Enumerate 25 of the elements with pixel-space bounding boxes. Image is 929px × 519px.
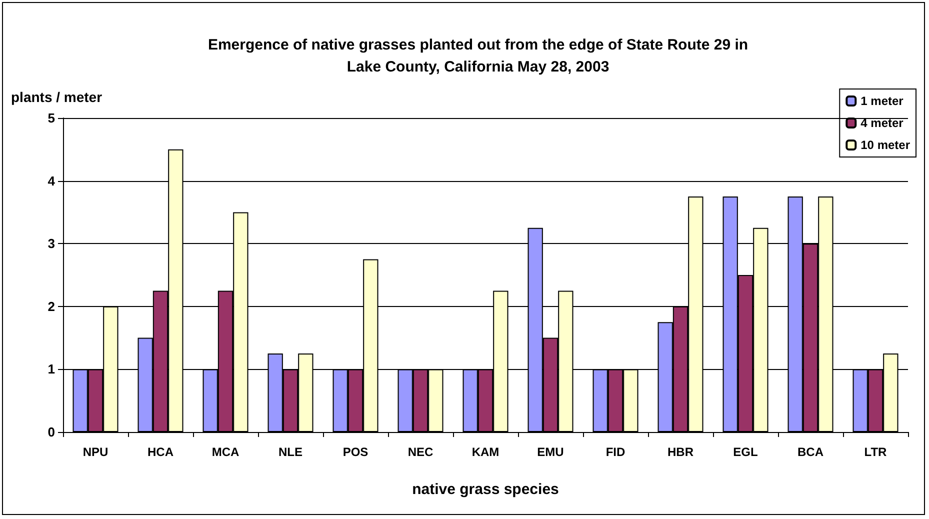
legend-label: 4 meter <box>860 116 904 130</box>
x-tick-label: EMU <box>537 445 564 459</box>
y-tick-label: 5 <box>48 110 55 126</box>
y-tick-label: 1 <box>48 362 55 377</box>
x-tick-label: KAM <box>472 445 500 459</box>
x-tick-label: LTR <box>864 445 888 459</box>
x-tick-label: NLE <box>278 445 302 459</box>
y-tick-label: 2 <box>48 298 55 314</box>
y-tick-label: 3 <box>48 236 55 252</box>
chart-title: Emergence of native grasses planted out from the edge of State Route 29 in Lake County, California May 28, 2003 <box>208 36 748 76</box>
x-tick-label: POS <box>342 445 368 459</box>
legend-label: 1 meter <box>860 94 904 108</box>
y-tick-label: 0 <box>48 424 55 440</box>
legend-label: 10 meter <box>860 138 910 152</box>
x-tick-label: HCA <box>148 445 174 459</box>
x-tick-label: NEC <box>408 445 434 459</box>
y-axis-title: plants / meter <box>11 89 103 105</box>
x-tick-label: HBR <box>668 445 694 459</box>
y-tick-label: 4 <box>48 173 56 188</box>
x-tick-label: EGL <box>733 445 758 459</box>
x-tick-label: FID <box>606 445 626 459</box>
x-axis-title: native grass species <box>412 481 559 498</box>
x-tick-label: MCA <box>212 445 240 459</box>
x-tick-label: BCA <box>798 445 824 459</box>
x-tick-label: NPU <box>82 445 108 459</box>
